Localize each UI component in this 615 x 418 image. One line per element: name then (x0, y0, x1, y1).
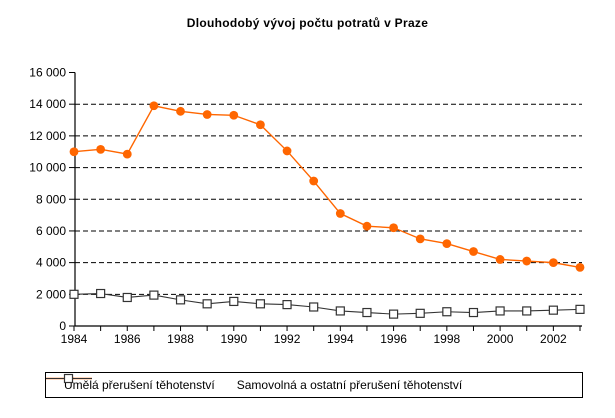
x-axis-labels: 1984 1986 1988 1990 1992 1994 1996 1998 2000 2002 (61, 326, 581, 346)
data-point (122, 292, 132, 303)
x-tick-label: 1994 (327, 332, 354, 346)
data-point (415, 308, 425, 318)
data-point (495, 306, 505, 316)
data-point (202, 110, 212, 119)
data-point (415, 234, 425, 244)
data-point (96, 288, 106, 299)
data-point (388, 309, 399, 319)
y-tick-label: 16 000 (29, 66, 66, 80)
data-point (122, 149, 132, 159)
gridlines (75, 103, 582, 295)
x-tick-label: 2000 (487, 332, 514, 346)
data-point (362, 221, 372, 231)
data-point (96, 144, 106, 154)
data-point (548, 305, 558, 315)
data-point (69, 289, 79, 299)
y-tick-label: 6 000 (36, 224, 66, 238)
data-point (282, 300, 292, 310)
data-point (522, 256, 532, 266)
y-tick-label: 12 000 (29, 129, 66, 143)
data-point (468, 307, 479, 318)
data-point (575, 304, 585, 314)
x-tick-label: 1998 (433, 332, 460, 346)
legend: Umělá přerušení těhotenství Samovolná a … (45, 372, 583, 398)
y-tick-label: 0 (59, 319, 66, 333)
data-point (442, 239, 452, 249)
x-tick-label: 1986 (114, 332, 141, 346)
data-point (149, 290, 159, 300)
data-point (202, 299, 212, 309)
y-axis-labels: 0 2 000 4 000 6 000 8 000 10 000 12 000 14 000 1… (29, 66, 75, 333)
data-point (335, 306, 345, 316)
data-point (309, 302, 319, 312)
x-tick-label: 1984 (61, 332, 88, 346)
data-point (256, 120, 265, 130)
legend-item-samovolna: Samovolná a ostatní přerušení těhotenstv… (46, 373, 463, 392)
data-point (389, 223, 398, 233)
data-point (229, 296, 239, 307)
y-tick-label: 10 000 (29, 161, 66, 175)
series-0 (69, 101, 585, 272)
chart-title: Dlouhodobý vývoj počtu potratů v Praze (186, 16, 429, 30)
y-tick-label: 4 000 (36, 256, 66, 270)
x-tick-label: 1988 (167, 332, 194, 346)
y-tick-label: 2 000 (36, 287, 66, 301)
data-point (255, 299, 266, 309)
data-point (309, 176, 319, 186)
data-point (522, 306, 532, 316)
data-point (495, 255, 505, 264)
x-tick-label: 1996 (380, 332, 407, 346)
data-point (575, 262, 585, 272)
legend-label-umela: Umělá přerušení těhotenství (64, 378, 215, 392)
data-point (149, 101, 159, 111)
y-tick-label: 14 000 (29, 97, 66, 111)
x-tick-label: 1990 (220, 332, 247, 346)
data-point (229, 110, 239, 120)
series-1 (69, 288, 585, 319)
data-point (176, 106, 185, 116)
data-point (442, 307, 452, 317)
data-point (282, 146, 292, 156)
x-tick-label: 2002 (540, 332, 567, 346)
data-point (469, 247, 478, 256)
legend-label-samovolna: Samovolná a ostatní přerušení těhotenstv… (236, 378, 463, 392)
data-point (335, 209, 345, 218)
x-tick-label: 1992 (274, 332, 301, 346)
y-tick-label: 8 000 (36, 192, 66, 206)
data-point (175, 295, 186, 305)
data-point (548, 258, 558, 268)
data-point (69, 147, 79, 157)
data-point (362, 307, 372, 318)
